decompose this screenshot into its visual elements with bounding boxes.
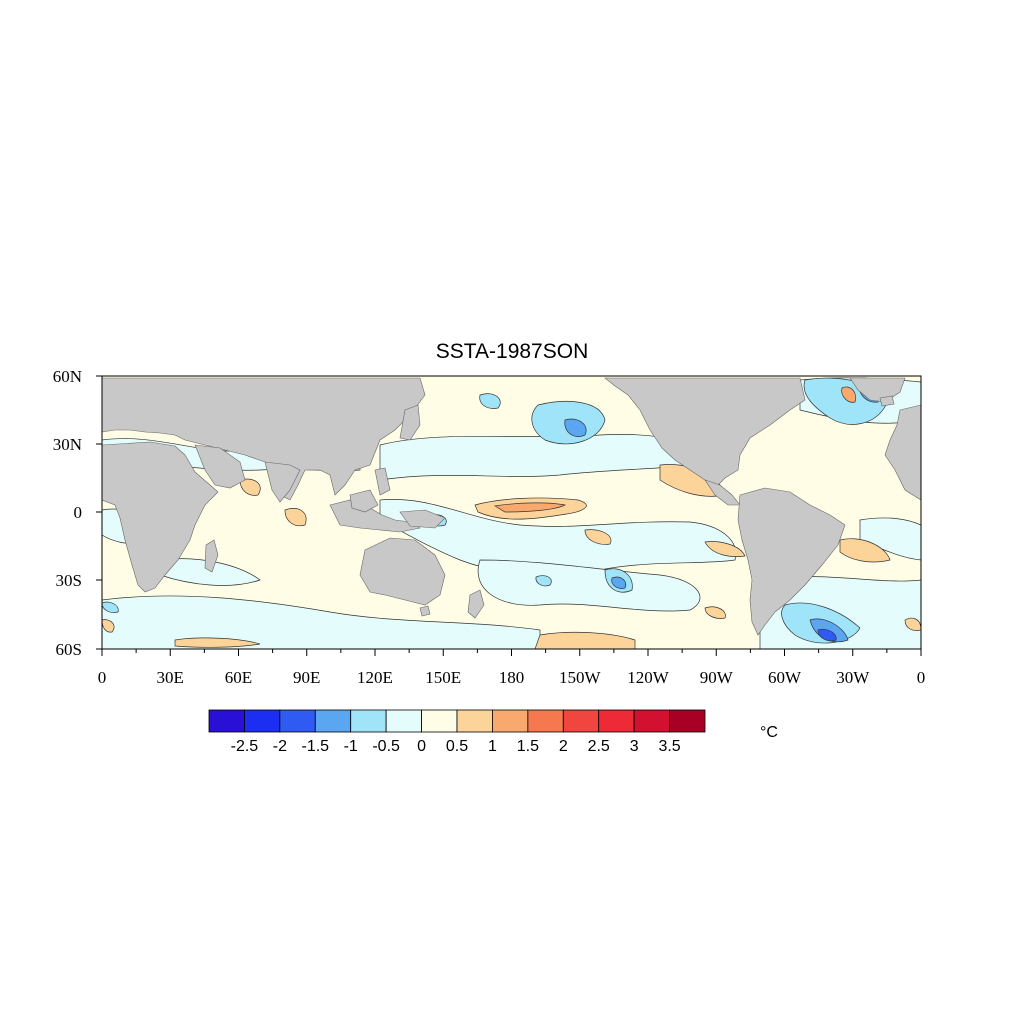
colorbar-unit: °C [760, 724, 778, 741]
colorbar-swatch [456, 709, 493, 733]
colorbar-label: 2 [559, 738, 568, 755]
longitude-axis: 0 30E 60E 90E 120E 150E 180 150W 120W 90W 60W 30W 0 [98, 649, 926, 687]
land-new-zealand [467, 589, 485, 619]
anomaly-region-positive [904, 617, 921, 631]
anomaly-region-positive [174, 637, 261, 648]
land-japan [399, 404, 421, 441]
lon-label: 30E [157, 668, 184, 687]
anomaly-region-negative [159, 558, 261, 586]
colorbar-label: 0 [417, 738, 426, 755]
lon-label: 60W [768, 668, 802, 687]
land-borneo [349, 489, 379, 513]
colorbar: -2.5 -2 -1.5 -1 -0.5 0 0.5 1 1.5 2 2.5 3 3.5 [208, 709, 706, 755]
colorbar-swatch [314, 709, 352, 733]
land-tasmania [419, 605, 431, 617]
anomaly-region-negative [477, 559, 701, 612]
land-masses [102, 377, 921, 636]
lon-label: 120W [627, 668, 670, 687]
colorbar-label: 0.5 [446, 738, 468, 755]
lon-label: 30W [836, 668, 870, 687]
lat-label-30s: 30S [56, 571, 82, 590]
colorbar-swatch [527, 709, 564, 733]
colorbar-swatch [385, 709, 422, 733]
lon-label: 0 [917, 668, 926, 687]
colorbar-label: -2 [273, 738, 287, 755]
lat-label-30n: 30N [53, 435, 82, 454]
colorbar-label: 3 [630, 738, 639, 755]
anomaly-region-negative [102, 601, 119, 613]
anomaly-region-negative [611, 576, 626, 589]
latitude-axis: 60N 30N 0 30S 60S [53, 367, 102, 659]
colorbar-swatch [492, 709, 529, 733]
anomaly-region-positive [841, 386, 856, 403]
map-panel [102, 376, 921, 649]
land-africa [102, 441, 219, 593]
colorbar-label: 3.5 [658, 738, 680, 755]
lat-label-equator: 0 [74, 503, 83, 522]
land-iberia-west-africa [884, 404, 921, 501]
lat-label-60s: 60S [56, 640, 82, 659]
colorbar-label: -1 [344, 738, 358, 755]
colorbar-swatch [244, 709, 281, 733]
land-south-america [737, 487, 846, 636]
colorbar-swatch [279, 709, 316, 733]
anomaly-region-positive [284, 508, 307, 527]
land-madagascar [204, 539, 219, 573]
colorbar-swatch [669, 709, 706, 733]
anomaly-region-negative [102, 595, 541, 649]
colorbar-swatch [350, 709, 387, 733]
lon-label: 0 [98, 668, 107, 687]
lon-label: 180 [499, 668, 525, 687]
anomaly-region-positive [534, 631, 636, 649]
land-arabia [194, 444, 246, 489]
lat-label-60n: 60N [53, 367, 82, 386]
anomaly-region-negative [817, 628, 837, 642]
lon-label: 60E [225, 668, 252, 687]
land-australia [359, 537, 446, 606]
lon-label: 90W [700, 668, 734, 687]
anomaly-region-negative [479, 393, 501, 409]
colorbar-label: -2.5 [231, 738, 259, 755]
anomaly-region-positive [239, 478, 261, 496]
colorbar-swatch [421, 709, 458, 733]
colorbar-swatch [562, 709, 600, 733]
lon-label: 150E [425, 668, 461, 687]
anomaly-region-negative [379, 499, 737, 576]
anomaly-region-positive [584, 529, 612, 545]
colorbar-swatch [633, 709, 670, 733]
lon-label: 90E [293, 668, 320, 687]
land-eurasia [102, 377, 426, 501]
colorbar-swatch [598, 709, 635, 733]
land-iceland [879, 395, 895, 407]
map-title: SSTA-1987SON [435, 340, 589, 363]
anomaly-region-positive [102, 619, 115, 633]
anomaly-region-positive [704, 541, 746, 557]
land-philippines [374, 467, 391, 496]
anomaly-region-positive [839, 538, 891, 563]
anomaly-region-negative [535, 575, 552, 587]
colorbar-label: -1.5 [301, 738, 329, 755]
anomaly-region-positive [493, 502, 567, 513]
colorbar-label: 2.5 [588, 738, 610, 755]
anomaly-region-negative [564, 418, 587, 437]
colorbar-swatch [208, 709, 245, 733]
colorbar-label: 1 [488, 738, 497, 755]
anomaly-region-positive [704, 606, 726, 619]
colorbar-label: 1.5 [517, 738, 539, 755]
lon-label: 150W [559, 668, 602, 687]
lon-label: 120E [357, 668, 393, 687]
land-new-guinea [399, 509, 446, 529]
colorbar-label: -0.5 [372, 738, 400, 755]
land-india [264, 461, 301, 503]
